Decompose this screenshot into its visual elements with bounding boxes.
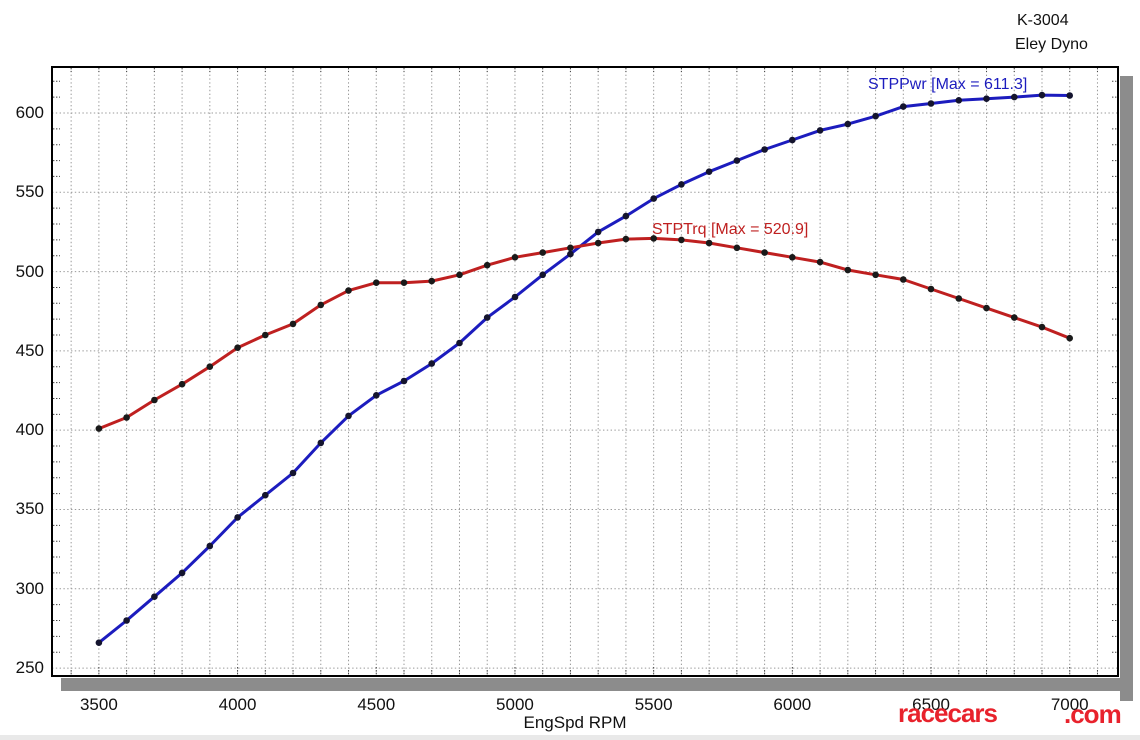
plot-border xyxy=(51,66,1119,677)
watermark-dotcom: .com xyxy=(1064,699,1122,729)
torque-curve-label: STPTrq [Max = 520.9] xyxy=(652,221,809,238)
x-tick-label: 5500 xyxy=(634,695,673,714)
plot-shadow xyxy=(61,76,1133,701)
x-tick-label: 6500 xyxy=(912,695,950,714)
y-tick-label: 400 xyxy=(15,420,44,440)
ref-code-text: K-3004 xyxy=(1017,12,1069,29)
x-tick-label: 4000 xyxy=(218,695,257,714)
minor-ticks xyxy=(53,68,1117,675)
gridlines xyxy=(52,67,1118,676)
y-tick-label: 250 xyxy=(15,658,44,678)
watermark-racecars: racecars xyxy=(898,698,998,728)
y-tick-label: 450 xyxy=(15,340,44,360)
y-tick-label: 300 xyxy=(15,578,44,598)
dyno-name-text: Eley Dyno xyxy=(1015,36,1088,53)
torque-curve xyxy=(95,235,1073,432)
plot-area xyxy=(52,67,1118,676)
y-tick-label: 600 xyxy=(15,102,44,122)
power-curve-label: STPPwr [Max = 611.3] xyxy=(868,76,1028,93)
x-tick-label: 7000 xyxy=(1050,695,1089,714)
power-curve xyxy=(95,91,1073,646)
window-edge-strip xyxy=(0,735,1140,740)
x-tick-label: 5000 xyxy=(496,695,534,714)
x-axis-title: EngSpd RPM xyxy=(523,713,627,732)
y-tick-label: 350 xyxy=(15,499,44,519)
y-tick-label: 500 xyxy=(15,261,44,281)
x-tick-label: 4500 xyxy=(357,695,396,714)
x-tick-label: 6000 xyxy=(773,695,812,714)
y-tick-label: 550 xyxy=(15,182,44,202)
x-tick-label: 3500 xyxy=(79,695,118,714)
